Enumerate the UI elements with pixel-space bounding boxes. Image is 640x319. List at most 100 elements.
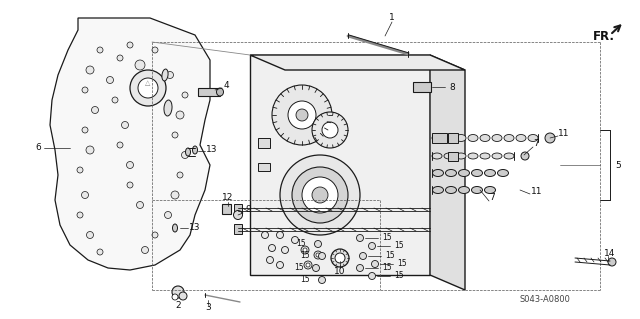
Circle shape xyxy=(138,78,158,98)
Ellipse shape xyxy=(432,153,442,159)
Bar xyxy=(448,133,458,143)
Circle shape xyxy=(117,142,123,148)
Circle shape xyxy=(608,258,616,266)
Text: 15: 15 xyxy=(294,263,304,272)
Circle shape xyxy=(152,47,158,53)
Circle shape xyxy=(182,152,189,159)
Circle shape xyxy=(369,242,376,249)
Circle shape xyxy=(97,47,103,53)
Circle shape xyxy=(335,253,345,263)
Text: 9: 9 xyxy=(245,205,251,214)
Circle shape xyxy=(130,70,166,106)
Circle shape xyxy=(296,109,308,121)
Bar xyxy=(413,82,431,92)
Circle shape xyxy=(369,272,376,279)
Ellipse shape xyxy=(193,146,198,154)
Circle shape xyxy=(92,107,99,114)
Text: 13: 13 xyxy=(189,224,201,233)
Circle shape xyxy=(312,112,348,148)
Ellipse shape xyxy=(433,169,444,176)
Circle shape xyxy=(234,211,243,219)
Circle shape xyxy=(304,261,312,269)
Polygon shape xyxy=(250,55,465,70)
Text: 15: 15 xyxy=(296,240,306,249)
Bar xyxy=(234,224,242,234)
Polygon shape xyxy=(430,55,465,290)
Circle shape xyxy=(312,187,328,203)
Text: 15: 15 xyxy=(382,234,392,242)
Text: S043-A0800: S043-A0800 xyxy=(520,295,570,305)
Text: 8: 8 xyxy=(449,83,455,92)
Bar xyxy=(222,204,231,214)
Circle shape xyxy=(292,167,348,223)
Bar xyxy=(432,133,447,143)
Text: 15: 15 xyxy=(394,271,404,280)
Circle shape xyxy=(276,232,284,239)
Text: 15: 15 xyxy=(397,259,406,269)
Circle shape xyxy=(272,85,332,145)
Ellipse shape xyxy=(216,88,223,96)
Circle shape xyxy=(288,101,316,129)
Text: △: △ xyxy=(145,80,150,86)
Ellipse shape xyxy=(484,169,495,176)
Text: 11: 11 xyxy=(531,188,543,197)
Circle shape xyxy=(331,249,349,267)
Ellipse shape xyxy=(504,135,514,142)
Circle shape xyxy=(172,286,184,298)
Ellipse shape xyxy=(173,224,177,232)
Ellipse shape xyxy=(472,187,483,194)
Circle shape xyxy=(82,127,88,133)
Ellipse shape xyxy=(484,187,495,194)
Text: 12: 12 xyxy=(222,194,234,203)
Circle shape xyxy=(266,256,273,263)
Text: 7: 7 xyxy=(489,194,495,203)
Text: 14: 14 xyxy=(604,249,616,257)
Circle shape xyxy=(177,172,183,178)
Circle shape xyxy=(127,182,133,188)
Circle shape xyxy=(82,87,88,93)
Circle shape xyxy=(97,249,103,255)
Ellipse shape xyxy=(456,135,466,142)
Circle shape xyxy=(176,111,184,119)
Circle shape xyxy=(356,264,364,271)
Circle shape xyxy=(371,261,378,268)
Circle shape xyxy=(276,262,284,269)
Ellipse shape xyxy=(516,135,526,142)
Text: 4: 4 xyxy=(223,80,229,90)
Text: FR.: FR. xyxy=(593,29,615,42)
Text: 11: 11 xyxy=(558,130,570,138)
Circle shape xyxy=(106,77,113,84)
Circle shape xyxy=(322,122,338,138)
Text: 7: 7 xyxy=(533,139,539,149)
Ellipse shape xyxy=(480,135,490,142)
Circle shape xyxy=(282,247,289,254)
Circle shape xyxy=(302,177,338,213)
Circle shape xyxy=(77,167,83,173)
Circle shape xyxy=(166,71,173,78)
Circle shape xyxy=(314,251,322,259)
Circle shape xyxy=(262,232,269,239)
Bar xyxy=(198,88,220,96)
Circle shape xyxy=(303,248,307,252)
Ellipse shape xyxy=(458,169,470,176)
Ellipse shape xyxy=(456,153,466,159)
Circle shape xyxy=(81,191,88,198)
Bar xyxy=(258,163,270,171)
Ellipse shape xyxy=(492,135,502,142)
Circle shape xyxy=(117,55,123,61)
Text: 10: 10 xyxy=(334,268,346,277)
Text: 6: 6 xyxy=(35,144,41,152)
Circle shape xyxy=(141,247,148,254)
Circle shape xyxy=(314,241,321,248)
Text: 1: 1 xyxy=(389,13,395,23)
Ellipse shape xyxy=(164,100,172,116)
Text: 5: 5 xyxy=(615,160,621,169)
Circle shape xyxy=(319,277,326,284)
Ellipse shape xyxy=(458,187,470,194)
Polygon shape xyxy=(50,18,210,270)
Ellipse shape xyxy=(444,135,454,142)
Circle shape xyxy=(127,42,133,48)
Ellipse shape xyxy=(468,153,478,159)
Bar xyxy=(258,138,270,148)
Circle shape xyxy=(172,294,178,300)
